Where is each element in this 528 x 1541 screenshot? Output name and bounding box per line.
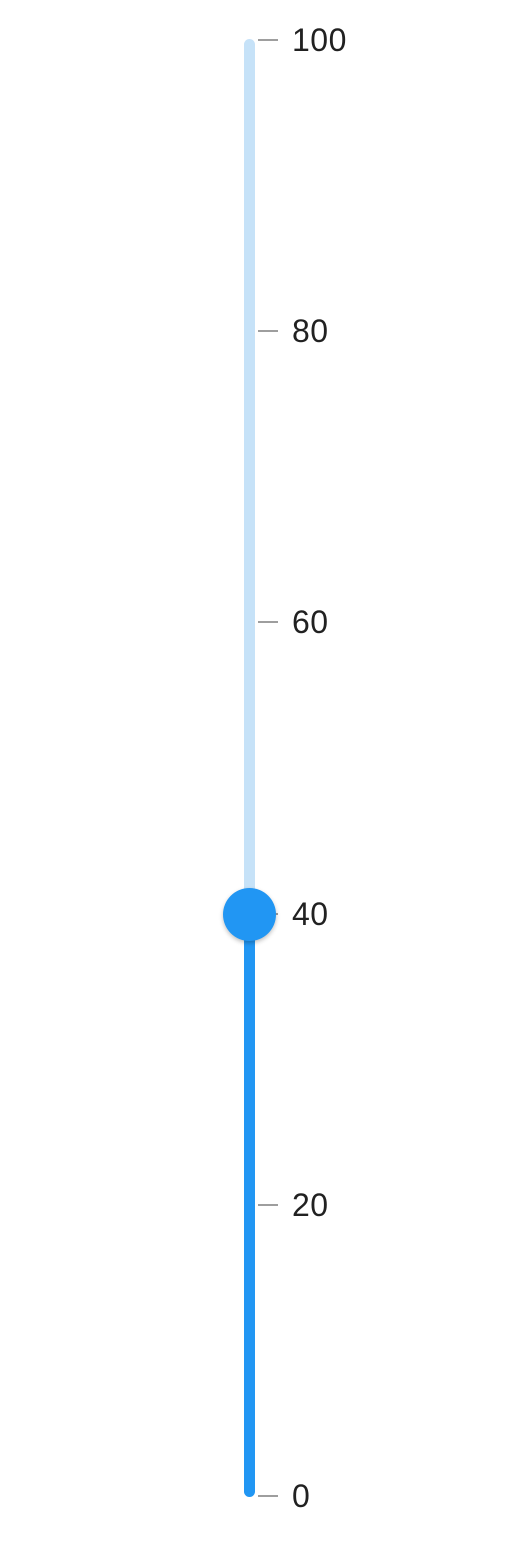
tick-label: 60 [292, 604, 329, 641]
tick-mark [258, 1203, 278, 1206]
slider-thumb[interactable] [223, 887, 276, 941]
tick-label: 80 [292, 313, 329, 350]
tick-label: 20 [292, 1186, 329, 1223]
tick-label: 40 [292, 895, 329, 932]
tick-mark [258, 1495, 278, 1497]
slider-track-fill[interactable] [244, 913, 255, 1497]
slider-track[interactable] [244, 39, 255, 1497]
tick-mark [258, 39, 278, 41]
tick-mark [258, 621, 278, 624]
tick-label: 0 [292, 1478, 311, 1514]
tick-mark [258, 330, 278, 333]
tick-label: 100 [292, 22, 347, 58]
